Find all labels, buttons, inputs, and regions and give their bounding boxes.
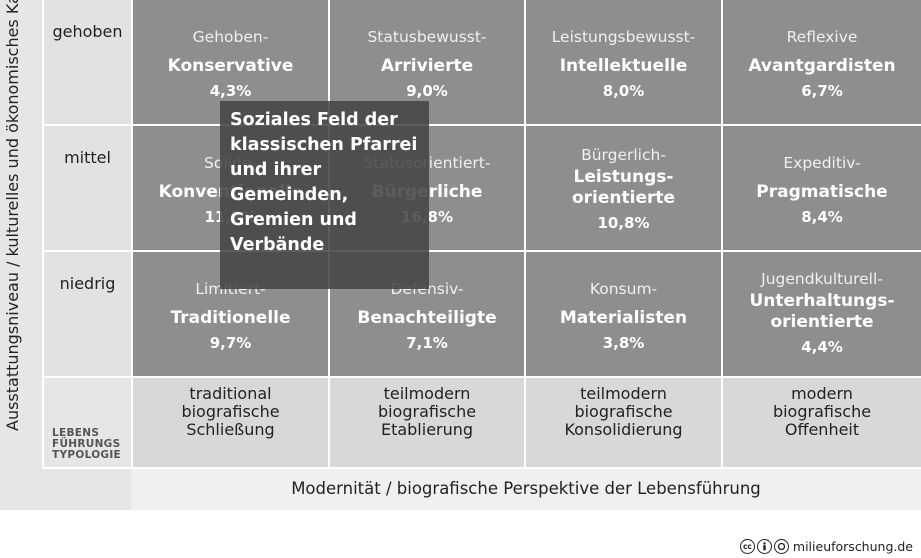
cell-percent: 7,1% (406, 334, 448, 352)
bottom-left-corner (0, 469, 131, 510)
typology-line: biografische (377, 402, 477, 421)
cell-percent: 8,0% (602, 82, 645, 100)
cell-percent: 4,3% (209, 82, 252, 100)
overlay-line: Soziales Feld der (230, 110, 398, 130)
cell-prefix: Leistungsbewusst- (551, 28, 696, 46)
typology-teilmodern-konsolidierung: teilmodern biografische Konsolidierung (526, 378, 721, 467)
cell-percent: 9,7% (209, 334, 252, 352)
cell-name-line2: orientierte (571, 188, 676, 208)
typology-label: LEBENS FÜHRUNGS TYPOLOGIE (52, 428, 121, 461)
cell-prefix: Reflexive (786, 28, 858, 46)
typology-label-line: FÜHRUNGS (52, 438, 121, 450)
typology-line: traditional (189, 384, 272, 403)
cell-name: Pragmatische (756, 182, 888, 202)
row-label-niedrig: niedrig (44, 252, 131, 376)
typology-line: teilmodern (383, 384, 471, 403)
cc-icon: cc (739, 538, 755, 554)
cell-percent: 8,4% (801, 208, 843, 226)
x-axis-label: Modernität / biografische Perspektive de… (131, 469, 921, 510)
cell-percent: 3,8% (602, 334, 645, 352)
typology-label-line: LEBENS (52, 427, 100, 439)
cell-prefix: Jugendkulturell- (761, 270, 883, 288)
typology-modern: modern biografische Offenheit (723, 378, 921, 467)
milieu-cell-unterhaltungsorientierte: Jugendkulturell- Unterhaltungs- orientie… (723, 252, 921, 376)
typology-line: biografische (772, 402, 872, 421)
milieu-cell-pragmatische: Expeditiv- Pragmatische 8,4% (723, 126, 921, 250)
y-axis-strip (0, 0, 42, 510)
cell-name: Unterhaltungs- orientierte (723, 291, 921, 333)
overlay-line: und ihrer (230, 160, 322, 180)
y-axis-label: Ausstattungsniveau / kulturelles und öko… (3, 0, 22, 431)
cell-name: Leistungs- orientierte (526, 167, 721, 209)
cell-prefix: Expeditiv- (783, 154, 861, 172)
cell-percent: 6,7% (801, 82, 843, 100)
cell-percent: 9,0% (406, 82, 448, 100)
cell-name-line1: Unterhaltungs- (749, 291, 895, 311)
row-label-gehoben: gehoben (44, 0, 131, 124)
cell-name: Arrivierte (380, 56, 474, 76)
overlay-box: Soziales Feld der klassischen Pfarrei un… (220, 101, 429, 289)
cell-name: Benachteiligte (357, 308, 497, 328)
typology-line: Konsolidierung (564, 420, 683, 439)
cell-name: Intellektuelle (559, 56, 688, 76)
typology-line: biografische (181, 402, 280, 421)
cell-percent: 4,4% (801, 338, 843, 356)
typology-traditional: traditional biografische Schließung (133, 378, 328, 467)
cell-name: Traditionelle (170, 308, 291, 328)
cell-name: Konservative (167, 56, 294, 76)
typology-line: Offenheit (784, 420, 860, 439)
cell-percent: 10,8% (597, 214, 650, 232)
typology-line: Etablierung (380, 420, 474, 439)
typology-label-box (44, 378, 131, 467)
cell-prefix: Konsum- (589, 280, 658, 298)
milieu-cell-intellektuelle: Leistungsbewusst- Intellektuelle 8,0% (526, 0, 721, 124)
milieu-cell-materialisten: Konsum- Materialisten 3,8% (526, 252, 721, 376)
overlay-line: Verbände (230, 235, 325, 255)
credit: cc milieuforschung.de (739, 536, 913, 556)
row-label-mittel: mittel (44, 126, 131, 250)
typology-teilmodern-etablierung: teilmodern biografische Etablierung (330, 378, 524, 467)
typology-line: modern (791, 384, 853, 403)
typology-line: Schließung (186, 420, 275, 439)
overlay-line: Gemeinden, (230, 185, 349, 205)
cell-name: Avantgardisten (748, 56, 896, 76)
typology-label-line: TYPOLOGIE (52, 449, 122, 461)
cell-name-line1: Leistungs- (573, 167, 674, 187)
overlay-line: klassischen Pfarrei (230, 135, 418, 155)
cell-name-line2: orientierte (770, 312, 874, 332)
typology-line: biografische (574, 402, 673, 421)
typology-line: teilmodern (580, 384, 667, 403)
cell-prefix: Gehoben- (192, 28, 269, 46)
cell-name: Materialisten (559, 308, 688, 328)
nd-icon (773, 538, 789, 554)
milieu-cell-leistungsorientierte: Bürgerlich- Leistungs- orientierte 10,8% (526, 126, 721, 250)
cell-prefix: Statusbewusst- (367, 28, 487, 46)
credit-text: milieuforschung.de (792, 538, 913, 554)
overlay-line: Gremien und (230, 210, 357, 230)
cell-prefix: Bürgerlich- (581, 146, 666, 164)
by-icon (756, 538, 772, 554)
milieu-cell-avantgardisten: Reflexive Avantgardisten 6,7% (723, 0, 921, 124)
